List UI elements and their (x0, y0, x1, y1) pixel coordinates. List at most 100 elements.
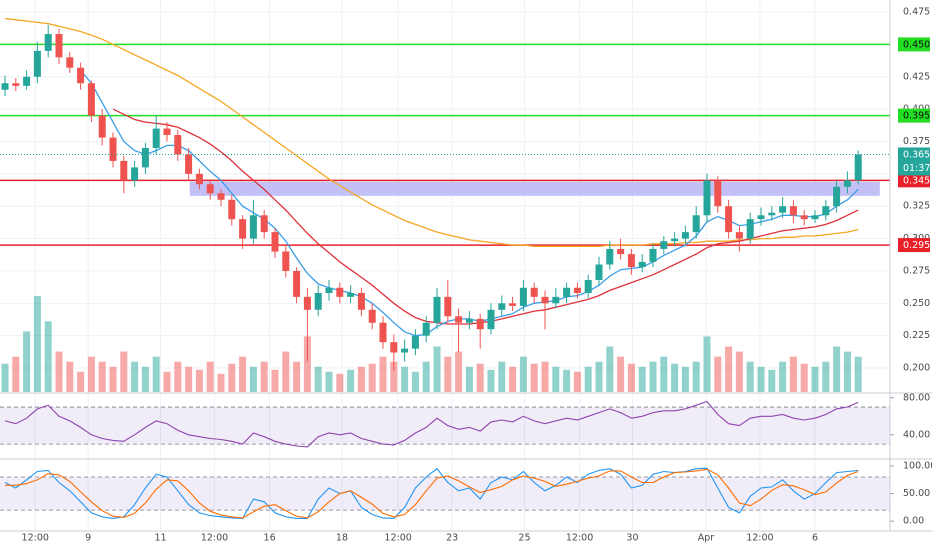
volume-bar (822, 361, 830, 392)
volume-bar (552, 366, 560, 392)
volume-bar (509, 366, 517, 392)
y-tick-label: 0.475 (903, 7, 930, 18)
volume-bar (131, 361, 139, 392)
volume-bar (746, 361, 754, 392)
volume-bar (487, 369, 495, 392)
y-tick-label: 100.00 (903, 460, 932, 471)
candle-body (109, 137, 117, 161)
volume-bar (152, 356, 160, 392)
volume-bar (109, 366, 117, 392)
candle-body (465, 318, 473, 323)
last-price-label-bg (898, 147, 930, 176)
candle-body (757, 215, 765, 220)
y-tick-label: 0.225 (903, 330, 930, 341)
volume-bar (498, 361, 506, 392)
volume-bar (681, 366, 689, 392)
candle-body (55, 34, 63, 58)
candle-body (487, 309, 495, 330)
volume-bar (833, 346, 841, 392)
indicator-line (4, 467, 859, 519)
volume-bar (854, 356, 862, 392)
volume-bar (77, 371, 85, 392)
volume-bar (379, 356, 387, 392)
x-tick-label: 12:00 (746, 533, 773, 544)
candle-body (293, 270, 301, 297)
volume-bar (725, 346, 733, 392)
candle-body (843, 180, 851, 187)
candle-body (649, 248, 657, 262)
volume-bar (476, 363, 484, 392)
volume-bar (811, 366, 819, 392)
candle-body (33, 50, 41, 77)
candle-body (692, 215, 700, 233)
candle-body (379, 322, 387, 343)
volume-bar (1, 363, 9, 392)
volume-bar (703, 336, 711, 392)
candle-body (854, 154, 862, 181)
candle-body (390, 342, 398, 353)
volume-bar (163, 371, 171, 392)
candle-body (87, 83, 95, 116)
volume-bar (66, 361, 74, 392)
volume-bar (293, 361, 301, 392)
y-tick-label: 40.00 (903, 429, 930, 440)
candle-body (44, 34, 52, 51)
candle-body (152, 128, 160, 148)
candle-body (422, 322, 430, 336)
candle-body (638, 261, 646, 268)
candle-body (735, 232, 743, 239)
volume-bar (357, 366, 365, 392)
candle-body (530, 287, 538, 297)
volume-bar (314, 366, 322, 392)
volume-bar (757, 366, 765, 392)
candle-body (703, 180, 711, 216)
x-tick-label: 12:00 (566, 533, 593, 544)
volume-bar (347, 369, 355, 392)
candle-body (217, 193, 225, 200)
candle-body (141, 147, 149, 168)
volume-bar (23, 331, 31, 392)
volume-bar (584, 366, 592, 392)
volume-bar (249, 366, 257, 392)
volume-bar (779, 361, 787, 392)
volume-bar (606, 346, 614, 392)
y-tick-label: 0.275 (903, 265, 930, 276)
x-tick-label: 12:00 (384, 533, 411, 544)
volume-bar (401, 366, 409, 392)
support-zone (189, 181, 880, 196)
candle-body (131, 167, 139, 181)
x-tick-label: Apr (698, 533, 715, 544)
candle-body (800, 215, 808, 220)
volume-bar (185, 366, 193, 392)
candle-body (714, 180, 722, 207)
candle-body (779, 206, 787, 213)
candle-body (239, 219, 247, 239)
candle-body (444, 296, 452, 317)
volume-bar (174, 361, 182, 392)
volume-bar (336, 373, 344, 392)
volume-bar (260, 361, 268, 392)
y-tick-label: 80.00 (903, 392, 930, 403)
volume-bar (563, 369, 571, 392)
level-label-bg (898, 173, 930, 188)
level-label: 0.450 (903, 39, 930, 50)
moving-average (4, 17, 859, 248)
y-tick-label: 0.375 (903, 136, 930, 147)
candle-body (671, 238, 679, 242)
candle-body (789, 206, 797, 216)
x-tick-label: 23 (446, 533, 458, 544)
candle-body (347, 292, 355, 297)
volume-bar (228, 363, 236, 392)
level-label: 0.345 (903, 175, 930, 186)
candle-body (23, 76, 31, 86)
volume-bar (282, 351, 290, 392)
volume-bar (390, 361, 398, 392)
candle-body (746, 219, 754, 239)
indicator-band (0, 477, 890, 511)
volume-bar (195, 369, 203, 392)
volume-bar (433, 346, 441, 392)
candle-body (617, 248, 625, 255)
candle-body (206, 184, 214, 194)
volume-bar (692, 361, 700, 392)
